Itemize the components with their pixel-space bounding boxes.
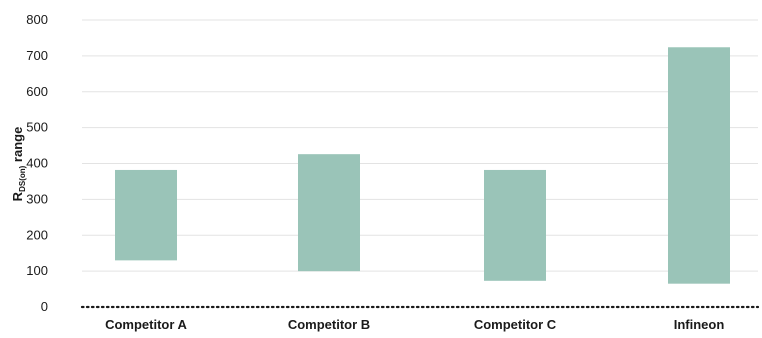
x-category-labels: Competitor A Competitor B Competitor C Infi…: [105, 317, 724, 332]
gridlines: [82, 19, 758, 272]
y-tick-label-600: 600: [26, 84, 48, 99]
y-tick-label-200: 200: [26, 227, 48, 242]
y-tick-label-500: 500: [26, 120, 48, 135]
range-bar-competitor-b: [298, 154, 360, 272]
y-axis-label-main: R: [10, 191, 25, 201]
y-tick-label-700: 700: [26, 48, 48, 63]
x-category-label-competitor-b: Competitor B: [288, 317, 370, 332]
x-category-label-infineon: Infineon: [674, 317, 725, 332]
y-tick-label-300: 300: [26, 191, 48, 206]
bars: [115, 47, 730, 284]
y-axis-label-suffix: range: [10, 127, 25, 166]
y-tick-labels: 0 100 200 300 400 500 600 700 800: [26, 12, 48, 314]
y-tick-label-100: 100: [26, 263, 48, 278]
y-tick-label-0: 0: [41, 299, 48, 314]
y-axis-label: RDS(on) range: [10, 127, 27, 202]
range-bar-infineon: [668, 47, 730, 284]
x-category-label-competitor-a: Competitor A: [105, 317, 187, 332]
y-tick-label-800: 800: [26, 12, 48, 27]
range-bar-competitor-a: [115, 169, 177, 261]
x-category-label-competitor-c: Competitor C: [474, 317, 557, 332]
y-tick-label-400: 400: [26, 156, 48, 171]
range-bar-competitor-c: [484, 169, 546, 281]
y-axis-label-subscript: DS(on): [18, 165, 27, 192]
